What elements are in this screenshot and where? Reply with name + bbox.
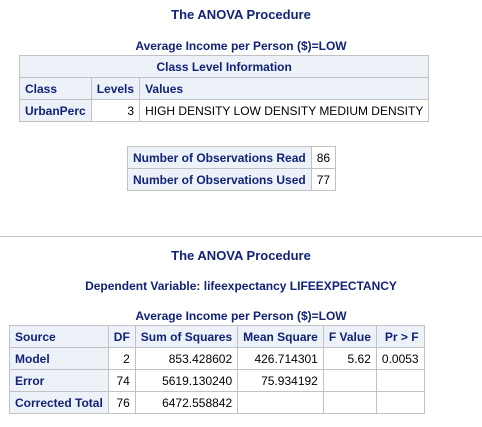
source-cell: Corrected Total bbox=[9, 391, 109, 414]
col-header-values: Values bbox=[139, 77, 430, 100]
ms-cell: 426.714301 bbox=[237, 347, 324, 370]
source-cell: Model bbox=[9, 347, 109, 370]
page-divider bbox=[0, 236, 482, 237]
table-row: Model 2 853.428602 426.714301 5.62 0.005… bbox=[9, 347, 425, 370]
col-header-class: Class bbox=[19, 77, 92, 100]
source-cell: Error bbox=[9, 369, 109, 392]
p-cell: 0.0053 bbox=[375, 347, 425, 370]
p-cell bbox=[375, 369, 425, 392]
col-header-p: Pr > F bbox=[375, 325, 425, 348]
values-cell: HIGH DENSITY LOW DENSITY MEDIUM DENSITY bbox=[139, 99, 430, 122]
f-cell: 5.62 bbox=[322, 347, 377, 370]
class-level-caption: Class Level Information bbox=[18, 55, 430, 78]
obs-used-label: Number of Observations Used bbox=[127, 168, 312, 191]
ss-cell: 853.428602 bbox=[134, 347, 239, 370]
levels-cell: 3 bbox=[90, 99, 141, 122]
table-row: Number of Observations Used 77 bbox=[127, 168, 337, 191]
anova-table: Source DF Sum of Squares Mean Square F V… bbox=[9, 325, 425, 414]
col-header-f: F Value bbox=[322, 325, 377, 348]
df-cell: 74 bbox=[107, 369, 136, 392]
table-row: Number of Observations Read 86 bbox=[127, 146, 337, 169]
ms-cell: 75.934192 bbox=[237, 369, 324, 392]
ms-cell bbox=[237, 391, 324, 414]
dependent-variable-label: Dependent Variable: lifeexpectancy LIFEE… bbox=[85, 279, 397, 293]
f-cell bbox=[322, 391, 377, 414]
table-row: UrbanPerc 3 HIGH DENSITY LOW DENSITY MED… bbox=[19, 99, 430, 122]
by-group-label: Average Income per Person ($)=LOW bbox=[135, 39, 347, 53]
table-row: Error 74 5619.130240 75.934192 bbox=[9, 369, 425, 392]
table-row: Corrected Total 76 6472.558842 bbox=[9, 391, 425, 414]
col-header-ss: Sum of Squares bbox=[134, 325, 239, 348]
observations-table: Number of Observations Read 86 Number of… bbox=[127, 146, 337, 191]
procedure-title-2: The ANOVA Procedure bbox=[171, 248, 311, 263]
col-header-levels: Levels bbox=[90, 77, 141, 100]
ss-cell: 5619.130240 bbox=[134, 369, 239, 392]
by-group-label-2: Average Income per Person ($)=LOW bbox=[135, 309, 347, 323]
col-header-df: DF bbox=[107, 325, 136, 348]
obs-read-value: 86 bbox=[310, 146, 337, 169]
ss-cell: 6472.558842 bbox=[134, 391, 239, 414]
df-cell: 2 bbox=[107, 347, 136, 370]
f-cell bbox=[322, 369, 377, 392]
class-level-table: Class Level Information Class Levels Val… bbox=[18, 55, 430, 122]
class-name-cell: UrbanPerc bbox=[19, 99, 92, 122]
procedure-title: The ANOVA Procedure bbox=[171, 7, 311, 22]
col-header-source: Source bbox=[9, 325, 109, 348]
obs-used-value: 77 bbox=[310, 168, 337, 191]
p-cell bbox=[375, 391, 425, 414]
col-header-ms: Mean Square bbox=[237, 325, 324, 348]
obs-read-label: Number of Observations Read bbox=[127, 146, 312, 169]
df-cell: 76 bbox=[107, 391, 136, 414]
